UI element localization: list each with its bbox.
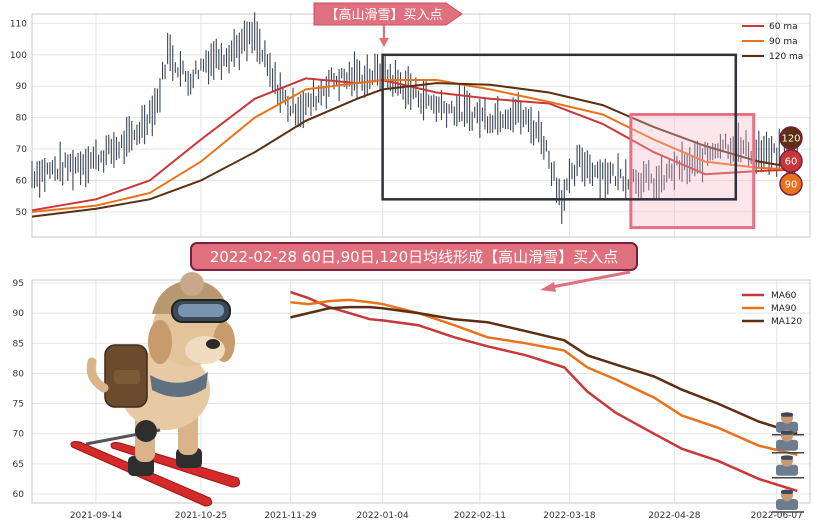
bottom-y-tick-label: 60 bbox=[13, 490, 25, 500]
top-legend-label: 120 ma bbox=[769, 52, 803, 62]
bottom-title-box bbox=[190, 242, 638, 271]
top-legend-label: 60 ma bbox=[769, 22, 798, 32]
goggles-lens bbox=[178, 304, 224, 317]
top-y-tick-label: 60 bbox=[16, 176, 28, 186]
ski-figure-goggles bbox=[781, 412, 793, 417]
top-callout-arrow-head bbox=[379, 38, 389, 47]
bottom-y-tick-label: 65 bbox=[13, 460, 24, 470]
top-legend: 60 ma 90 ma 120 ma bbox=[742, 22, 803, 62]
ski-figure bbox=[772, 429, 804, 454]
ski-figure-body bbox=[776, 421, 798, 433]
dog-ear-left bbox=[148, 320, 172, 364]
top-y-tick-label: 80 bbox=[16, 114, 28, 124]
bottom-legend-label: MA60 bbox=[771, 291, 797, 301]
ski-figure-body bbox=[776, 498, 798, 510]
bottom-plot-frame bbox=[31, 279, 811, 504]
ski-figure bbox=[772, 488, 804, 513]
bottom-ma-line bbox=[290, 305, 798, 435]
top-y-axis: 50 60 70 80 90 100 110 bbox=[10, 19, 27, 217]
bottom-y-tick-label: 80 bbox=[13, 369, 25, 379]
top-callout: 【高山滑雪】买入点 bbox=[313, 2, 463, 47]
skiing-dog-illustration bbox=[70, 272, 240, 507]
bottom-x-tick-label: 2022-04-28 bbox=[648, 511, 701, 521]
dog-snout bbox=[185, 336, 225, 364]
top-ma-line bbox=[31, 82, 798, 218]
hat-pompom bbox=[180, 272, 204, 296]
ski-figure-goggles bbox=[781, 430, 793, 435]
bottom-y-tick-label: 90 bbox=[13, 309, 25, 319]
top-callout-text: 【高山滑雪】买入点 bbox=[325, 7, 442, 23]
bottom-x-axis: 2021-09-14 2021-10-25 2021-11-29 2022-01-04… bbox=[70, 511, 803, 521]
backpack-pocket bbox=[114, 370, 140, 384]
bottom-ma-lines bbox=[290, 290, 798, 493]
bottom-x-tick-label: 2022-02-11 bbox=[454, 511, 506, 521]
dog-nose bbox=[206, 339, 220, 349]
bottom-x-tick-label: 2021-10-25 bbox=[175, 511, 227, 521]
bottom-x-tick-label: 2021-11-29 bbox=[264, 511, 317, 521]
bottom-title-callout: 2022-02-28 60日,90日,120日均线形成【高山滑雪】买入点 bbox=[190, 242, 638, 292]
bottom-legend-label: MA120 bbox=[771, 317, 802, 327]
top-callout-shape bbox=[313, 2, 463, 26]
bottom-y-axis: 60 65 70 75 80 85 90 95 bbox=[13, 279, 25, 500]
ski-figure-goggles bbox=[781, 489, 793, 494]
bottom-arrow-line bbox=[551, 270, 631, 289]
stacked-ski-figures bbox=[772, 411, 804, 513]
end-badge bbox=[779, 172, 803, 196]
top-y-tick-label: 50 bbox=[16, 208, 28, 218]
bottom-x-tick-label: 2022-06-07 bbox=[751, 511, 803, 521]
ski-figure-body bbox=[776, 439, 798, 451]
top-y-tick-label: 100 bbox=[10, 51, 27, 61]
end-badges: 120 60 90 bbox=[779, 126, 803, 196]
top-legend-label: 90 ma bbox=[769, 37, 798, 47]
bottom-legend: MA60 MA90 MA120 bbox=[742, 291, 802, 327]
dog-glove bbox=[135, 420, 157, 442]
bottom-legend-label: MA90 bbox=[771, 304, 797, 314]
end-badge-label: 90 bbox=[785, 180, 798, 191]
top-ma-line bbox=[31, 79, 798, 213]
bottom-x-tick-label: 2021-09-14 bbox=[70, 511, 123, 521]
top-y-tick-label: 110 bbox=[10, 19, 27, 29]
bottom-y-tick-label: 70 bbox=[13, 430, 25, 440]
buy-zone-rectangle bbox=[381, 53, 738, 201]
top-y-tick-label: 90 bbox=[16, 82, 28, 92]
end-badge bbox=[779, 126, 803, 150]
end-badge-label: 120 bbox=[781, 134, 800, 145]
bottom-y-tick-label: 75 bbox=[13, 400, 24, 410]
bottom-title-text: 2022-02-28 60日,90日,120日均线形成【高山滑雪】买入点 bbox=[210, 248, 618, 266]
bottom-y-tick-label: 85 bbox=[13, 339, 24, 349]
bottom-ma-line bbox=[290, 290, 798, 493]
dog-tail bbox=[86, 357, 109, 393]
bottom-x-tick-label: 2022-03-18 bbox=[543, 511, 596, 521]
highlight-rectangle bbox=[629, 113, 756, 230]
bottom-x-tick-label: 2022-01-04 bbox=[356, 511, 409, 521]
ski-figure-body bbox=[776, 464, 798, 476]
top-ma-lines bbox=[31, 77, 798, 218]
bottom-arrow-head bbox=[540, 282, 556, 292]
dog-scarf bbox=[150, 372, 208, 398]
end-badge-label: 60 bbox=[785, 157, 798, 168]
top-y-tick-label: 70 bbox=[16, 145, 28, 155]
bottom-ma-line bbox=[290, 298, 798, 457]
end-badge bbox=[779, 149, 803, 173]
ski-figure bbox=[772, 454, 804, 479]
bottom-y-tick-label: 95 bbox=[13, 279, 24, 289]
ski-figure-goggles bbox=[781, 455, 793, 460]
